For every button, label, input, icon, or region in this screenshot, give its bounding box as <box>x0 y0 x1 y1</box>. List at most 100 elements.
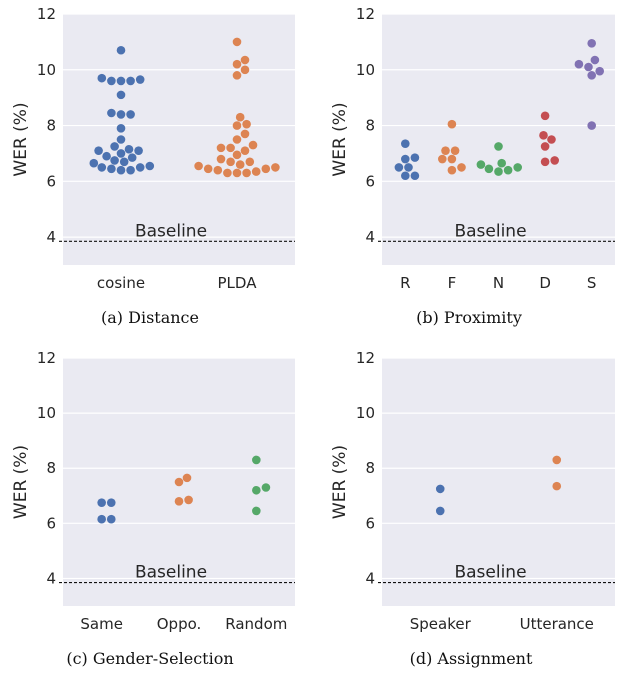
x-tick-label: Utterance <box>520 615 594 633</box>
data-point-S-4 <box>574 59 584 69</box>
data-point-cosine-19 <box>126 110 135 119</box>
data-point-R-2 <box>404 163 413 172</box>
data-point-PLDA-12 <box>216 154 226 164</box>
data-point-PLDA-8 <box>194 161 203 171</box>
x-tick-label: D <box>539 274 551 292</box>
data-point-cosine-27 <box>116 45 126 55</box>
data-point-S-5 <box>590 55 600 65</box>
data-point-cosine-26 <box>97 73 107 83</box>
x-tick-label: R <box>400 274 410 292</box>
data-point-N-1 <box>503 165 513 175</box>
y-axis-label: WER (%) <box>330 102 350 176</box>
data-point-cosine-12 <box>134 146 143 155</box>
data-point-cosine-17 <box>116 124 126 133</box>
data-point-R-4 <box>401 154 410 164</box>
data-point-PLDA-25 <box>232 59 242 69</box>
y-tick-label: 12 <box>356 5 375 23</box>
data-point-cosine-16 <box>116 135 126 144</box>
y-tick-label: 12 <box>37 5 56 23</box>
data-point-cosine-2 <box>107 164 116 174</box>
x-tick-label: Speaker <box>410 615 472 633</box>
data-point-N-6 <box>494 142 503 151</box>
data-point-S-6 <box>587 38 596 48</box>
data-point-N-0 <box>494 167 503 176</box>
data-point-D-3 <box>547 135 556 144</box>
data-point-N-4 <box>476 160 486 169</box>
data-point-Oppo.-0 <box>174 496 184 506</box>
x-tick-label: Same <box>80 615 123 633</box>
data-point-PLDA-7 <box>271 163 280 172</box>
data-point-cosine-24 <box>107 76 116 86</box>
data-point-S-2 <box>595 66 604 76</box>
subfigure-caption: (d) Assignment <box>410 649 533 668</box>
data-point-PLDA-13 <box>232 150 242 160</box>
data-point-Same-0 <box>97 514 106 524</box>
data-point-D-2 <box>540 142 550 151</box>
x-tick-label: PLDA <box>218 274 258 292</box>
y-tick-label: 10 <box>37 61 56 79</box>
y-tick-label: 4 <box>46 228 56 246</box>
y-tick-label: 6 <box>46 172 56 190</box>
data-point-Oppo.-3 <box>182 473 192 483</box>
data-point-S-1 <box>587 71 596 80</box>
data-point-PLDA-9 <box>235 160 245 169</box>
data-point-N-5 <box>497 158 507 168</box>
data-point-cosine-25 <box>135 75 145 84</box>
y-tick-label: 10 <box>37 404 56 422</box>
data-point-Oppo.-1 <box>184 495 193 505</box>
data-point-PLDA-23 <box>232 71 242 80</box>
data-point-cosine-4 <box>97 163 107 172</box>
subfigure-caption: (b) Proximity <box>416 308 522 327</box>
chart-panel-3: 4 6 8 10 12 WER (%) Speaker Utterance Baseline (d… <box>330 349 615 668</box>
y-tick-label: 12 <box>356 349 375 367</box>
data-point-Same-3 <box>106 498 116 507</box>
data-point-PLDA-2 <box>223 168 232 178</box>
data-point-PLDA-0 <box>232 168 242 178</box>
y-tick-label: 6 <box>365 514 375 532</box>
data-point-Random-3 <box>252 455 261 465</box>
data-point-R-5 <box>410 153 420 162</box>
data-point-PLDA-20 <box>232 121 242 130</box>
data-point-Speaker-1 <box>435 484 445 494</box>
data-point-PLDA-3 <box>251 167 261 176</box>
data-point-cosine-20 <box>107 108 116 118</box>
y-tick-label: 8 <box>46 459 56 477</box>
data-point-F-6 <box>447 119 457 129</box>
data-point-PLDA-18 <box>232 135 242 144</box>
baseline-label: Baseline <box>454 221 526 241</box>
data-point-cosine-14 <box>124 144 134 154</box>
data-point-D-0 <box>540 157 550 167</box>
data-point-S-0 <box>587 121 596 130</box>
data-point-cosine-11 <box>116 149 126 158</box>
data-point-N-3 <box>513 163 522 172</box>
data-point-F-5 <box>441 146 450 155</box>
data-point-PLDA-19 <box>240 129 250 139</box>
data-point-cosine-18 <box>116 110 126 119</box>
data-point-Oppo.-2 <box>174 477 184 487</box>
plot-area <box>63 14 295 265</box>
data-point-S-3 <box>584 62 593 72</box>
x-tick-label: S <box>587 274 597 292</box>
data-point-cosine-10 <box>102 151 111 161</box>
y-tick-label: 8 <box>365 459 375 477</box>
data-point-R-0 <box>401 171 410 181</box>
plot-area <box>382 358 615 606</box>
data-point-PLDA-17 <box>248 140 258 150</box>
subfigure-caption: (c) Gender-Selection <box>66 649 233 668</box>
data-point-F-2 <box>447 154 457 164</box>
x-tick-label: cosine <box>97 274 145 292</box>
data-point-PLDA-11 <box>245 157 255 167</box>
data-point-cosine-5 <box>145 161 155 171</box>
y-tick-label: 6 <box>46 514 56 532</box>
data-point-Random-2 <box>261 483 271 492</box>
data-point-R-6 <box>401 139 410 148</box>
data-point-PLDA-6 <box>203 164 213 174</box>
data-point-Same-2 <box>97 498 106 507</box>
data-point-F-1 <box>457 163 466 172</box>
y-tick-label: 4 <box>46 569 56 587</box>
data-point-Random-0 <box>252 506 261 516</box>
data-point-PLDA-14 <box>240 146 250 155</box>
y-tick-label: 4 <box>365 228 375 246</box>
data-point-cosine-9 <box>127 153 137 162</box>
data-point-F-3 <box>438 154 447 164</box>
